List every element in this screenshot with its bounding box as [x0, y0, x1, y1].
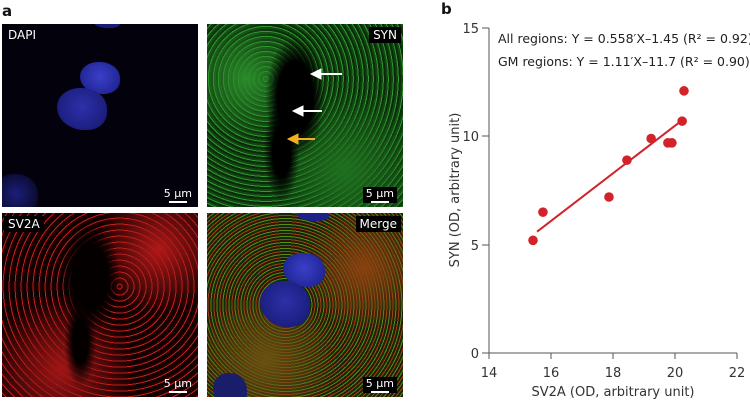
x-axis-label: SV2A (OD, arbitrary unit): [531, 385, 694, 400]
svg-text:10: 10: [462, 130, 479, 145]
data-point: [677, 116, 687, 126]
svg-text:18: 18: [605, 366, 622, 381]
scale-bar: 5 μm: [164, 377, 192, 393]
svg-text:20: 20: [667, 366, 684, 381]
data-point: [679, 86, 689, 96]
data-point: [622, 155, 632, 165]
svg-text:15: 15: [462, 22, 479, 37]
channel-label: SV2A: [4, 216, 44, 232]
svg-text:16: 16: [543, 366, 560, 381]
micrograph-merge: Merge 5 μm: [207, 213, 403, 397]
scale-bar-text: 5 μm: [365, 187, 394, 200]
regression-line: [536, 122, 679, 233]
x-axis: [483, 352, 738, 359]
channel-label: DAPI: [8, 28, 37, 42]
panel-b-letter: b: [441, 0, 452, 18]
scale-bar: 5 μm: [164, 187, 192, 203]
nucleus: [297, 213, 329, 221]
nucleus: [213, 373, 247, 397]
nucleus: [260, 281, 310, 327]
micrograph-sv2a: SV2A 5 μm: [2, 213, 198, 397]
svg-text:5: 5: [471, 239, 479, 254]
data-point: [604, 192, 614, 202]
data-point: [663, 138, 673, 148]
data-point: [538, 207, 548, 217]
y-axis-label: SYN (OD, arbitrary unit): [448, 113, 463, 268]
data-point: [646, 133, 656, 144]
data-point: [667, 138, 677, 148]
plot-area: [528, 86, 689, 246]
arrow-icon: [286, 68, 342, 145]
white-arrow-1: [309, 68, 342, 80]
scale-bar-text: 5 μm: [163, 187, 192, 200]
scale-bar: 5 μm: [362, 377, 397, 393]
svg-text:22: 22: [729, 366, 746, 381]
annotation-all-regions: All regions: Y = 0.558′X–1.45 (R² = 0.92…: [498, 31, 750, 46]
nucleus: [57, 88, 107, 130]
nucleus: [2, 174, 38, 207]
svg-text:0: 0: [471, 347, 479, 362]
data-point: [528, 235, 538, 246]
svg-text:14: 14: [481, 366, 498, 381]
scale-bar-text: 5 μm: [365, 377, 394, 390]
micrograph-syn: SYN 5 μm: [207, 24, 403, 207]
channel-label: SYN: [369, 27, 401, 43]
nucleus: [94, 24, 120, 28]
channel-label: Merge: [355, 216, 401, 232]
x-tick-labels: 14 16 18 20 22: [481, 366, 746, 381]
scale-bar-text: 5 μm: [163, 377, 192, 390]
panel-a-letter: a: [2, 2, 13, 20]
yellow-arrow: [286, 133, 315, 145]
y-axis: [482, 27, 490, 359]
y-tick-labels: 15 10 5 0: [462, 22, 479, 362]
white-arrow-2: [291, 105, 322, 117]
annotation-gm-regions: GM regions: Y = 1.11′X–11.7 (R² = 0.90): [498, 54, 750, 69]
micrograph-dapi: DAPI 5 μm: [2, 24, 198, 207]
scale-bar: 5 μm: [362, 187, 397, 203]
